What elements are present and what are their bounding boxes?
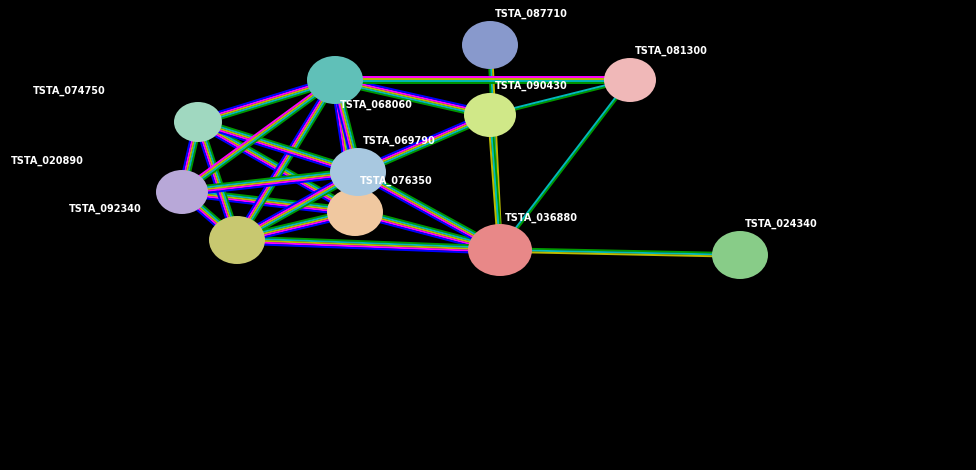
- Text: TSTA_074750: TSTA_074750: [33, 86, 106, 96]
- Ellipse shape: [462, 21, 518, 69]
- Ellipse shape: [464, 93, 516, 137]
- Text: TSTA_020890: TSTA_020890: [11, 156, 84, 166]
- Text: TSTA_090430: TSTA_090430: [495, 81, 568, 91]
- Ellipse shape: [330, 148, 386, 196]
- Ellipse shape: [174, 102, 222, 142]
- Text: TSTA_024340: TSTA_024340: [745, 219, 818, 229]
- Ellipse shape: [209, 216, 265, 264]
- Text: TSTA_092340: TSTA_092340: [69, 204, 142, 214]
- Text: TSTA_036880: TSTA_036880: [505, 213, 578, 223]
- Ellipse shape: [156, 170, 208, 214]
- Ellipse shape: [712, 231, 768, 279]
- Ellipse shape: [604, 58, 656, 102]
- Text: TSTA_081300: TSTA_081300: [635, 46, 708, 56]
- Ellipse shape: [327, 188, 383, 236]
- Ellipse shape: [468, 224, 532, 276]
- Ellipse shape: [307, 56, 363, 104]
- Text: TSTA_069790: TSTA_069790: [363, 136, 435, 146]
- Text: TSTA_068060: TSTA_068060: [340, 100, 413, 110]
- Text: TSTA_087710: TSTA_087710: [495, 9, 568, 19]
- Text: TSTA_076350: TSTA_076350: [360, 176, 432, 186]
